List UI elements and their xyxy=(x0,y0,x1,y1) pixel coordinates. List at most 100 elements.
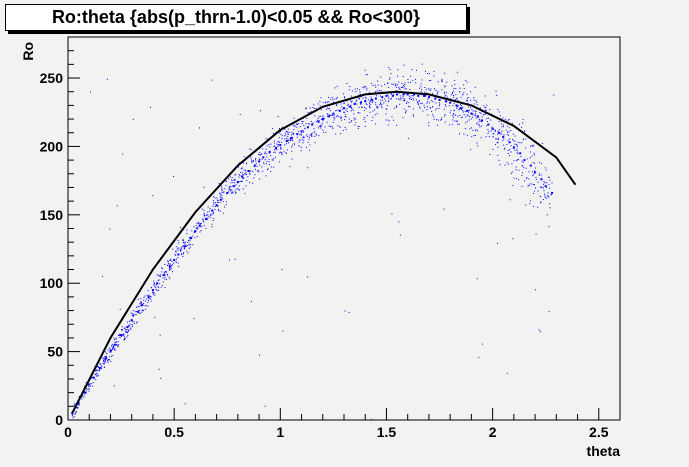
data-point xyxy=(322,131,324,133)
data-point xyxy=(245,185,247,187)
data-point xyxy=(296,123,298,125)
data-point xyxy=(245,173,247,175)
data-point xyxy=(182,245,184,247)
data-point xyxy=(436,124,438,126)
data-point xyxy=(365,108,367,110)
data-point xyxy=(436,93,438,95)
data-point xyxy=(493,133,495,135)
data-point xyxy=(319,105,321,107)
data-point xyxy=(534,190,536,192)
data-point xyxy=(369,107,371,109)
data-point xyxy=(398,221,400,223)
data-point xyxy=(341,108,343,110)
data-point xyxy=(251,160,253,162)
data-point xyxy=(303,125,305,127)
data-point xyxy=(376,113,378,115)
data-point xyxy=(386,105,388,107)
data-point xyxy=(541,186,543,188)
data-point xyxy=(287,128,289,130)
data-point xyxy=(318,127,320,129)
data-point xyxy=(148,294,150,296)
data-point xyxy=(262,157,264,159)
data-point xyxy=(511,163,513,165)
data-point xyxy=(73,416,75,418)
data-point xyxy=(538,329,540,331)
data-point xyxy=(387,119,389,121)
data-point xyxy=(545,169,547,171)
data-point xyxy=(368,91,370,93)
data-point xyxy=(344,310,346,312)
data-point xyxy=(270,143,272,145)
data-point xyxy=(449,101,452,104)
data-point xyxy=(93,376,95,378)
data-point xyxy=(233,179,235,181)
data-point xyxy=(110,349,112,351)
data-point xyxy=(280,151,282,153)
data-point xyxy=(143,299,145,301)
data-point xyxy=(458,109,460,111)
data-point xyxy=(177,253,180,256)
data-point xyxy=(446,81,448,83)
data-point xyxy=(467,111,469,113)
data-point xyxy=(537,181,539,183)
data-point xyxy=(112,345,114,347)
data-point xyxy=(485,106,487,108)
data-point xyxy=(521,185,523,187)
data-point xyxy=(471,136,473,138)
data-point xyxy=(211,226,213,228)
data-point xyxy=(515,178,517,180)
data-point xyxy=(85,392,87,394)
data-point xyxy=(544,195,546,197)
data-point xyxy=(343,111,345,113)
data-point xyxy=(259,110,261,112)
data-point xyxy=(412,115,414,117)
data-point xyxy=(204,215,206,217)
data-point xyxy=(153,284,155,286)
data-point xyxy=(476,101,478,103)
data-point xyxy=(421,102,423,104)
data-point xyxy=(381,90,383,92)
data-point xyxy=(305,108,307,110)
y-axis-title: Ro xyxy=(20,42,36,61)
data-point xyxy=(269,163,271,165)
data-point xyxy=(141,311,143,313)
data-point xyxy=(102,360,104,362)
data-point xyxy=(462,94,464,96)
data-point xyxy=(444,92,446,94)
data-point xyxy=(457,105,459,107)
data-point xyxy=(324,126,326,128)
data-point xyxy=(451,92,453,94)
data-point xyxy=(291,144,293,146)
data-point xyxy=(104,359,106,361)
data-point xyxy=(372,84,374,86)
data-point xyxy=(170,259,172,261)
data-point xyxy=(199,223,201,225)
data-point xyxy=(186,250,188,252)
data-point xyxy=(175,246,177,248)
data-point xyxy=(435,89,437,91)
data-point xyxy=(313,107,315,109)
data-point xyxy=(246,162,248,164)
data-point xyxy=(347,103,349,105)
data-point xyxy=(119,334,121,336)
data-point xyxy=(344,111,346,113)
data-point xyxy=(427,98,429,100)
data-point xyxy=(298,141,300,143)
data-point xyxy=(351,90,353,92)
data-point xyxy=(391,213,393,215)
data-point xyxy=(312,122,314,124)
data-point xyxy=(287,135,289,137)
data-point xyxy=(492,148,494,150)
data-point xyxy=(456,107,458,109)
data-point xyxy=(283,151,285,153)
data-point xyxy=(538,162,540,164)
data-point xyxy=(291,131,293,133)
data-point xyxy=(96,375,98,377)
data-point xyxy=(504,118,506,120)
data-point xyxy=(164,274,166,276)
data-point xyxy=(380,105,382,107)
data-point xyxy=(214,208,216,210)
data-point xyxy=(440,118,442,120)
data-point xyxy=(490,119,492,121)
data-point xyxy=(274,156,276,158)
